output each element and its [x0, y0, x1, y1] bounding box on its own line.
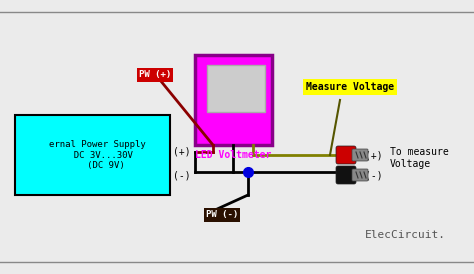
Text: (+): (+) — [173, 147, 191, 157]
FancyBboxPatch shape — [15, 115, 170, 195]
FancyBboxPatch shape — [336, 166, 356, 184]
FancyBboxPatch shape — [195, 55, 272, 145]
Text: PW (-): PW (-) — [206, 210, 238, 219]
Text: ernal Power Supply
  DC 3V...30V
   (DC 9V): ernal Power Supply DC 3V...30V (DC 9V) — [49, 140, 146, 170]
Text: (-): (-) — [365, 170, 383, 180]
Text: Measure Voltage: Measure Voltage — [306, 82, 394, 92]
Text: To measure
Voltage: To measure Voltage — [390, 147, 449, 169]
Text: (-): (-) — [173, 170, 191, 180]
FancyBboxPatch shape — [336, 146, 356, 164]
Text: (+): (+) — [365, 150, 383, 160]
FancyBboxPatch shape — [352, 149, 368, 161]
Text: ElecCircuit.: ElecCircuit. — [365, 230, 446, 240]
Text: PW (+): PW (+) — [139, 70, 171, 79]
FancyBboxPatch shape — [207, 65, 265, 112]
FancyBboxPatch shape — [352, 169, 368, 181]
Text: LED Voltmeter: LED Voltmeter — [195, 150, 271, 160]
